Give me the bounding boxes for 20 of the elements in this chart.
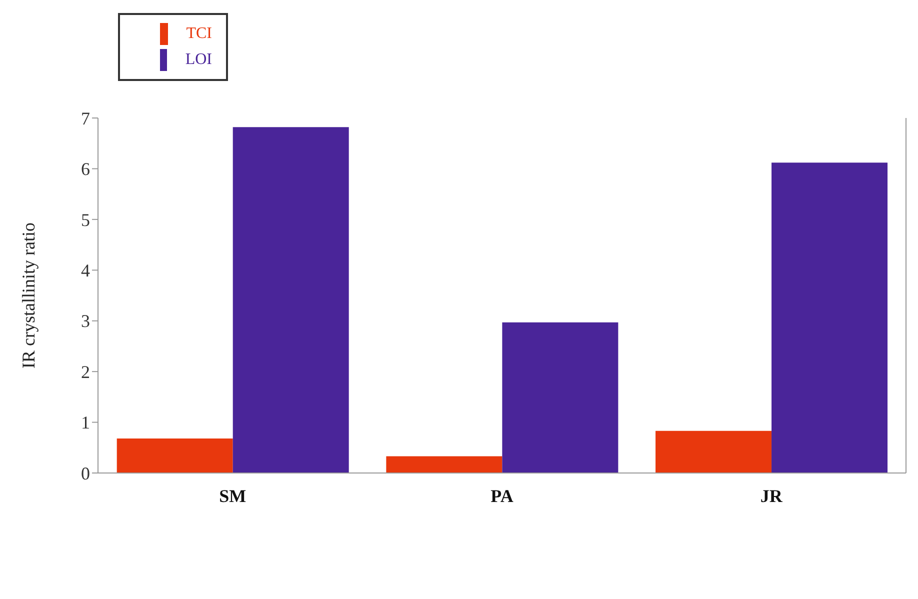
bar bbox=[116, 438, 233, 473]
y-tick-label: 6 bbox=[81, 159, 90, 180]
bar bbox=[386, 456, 502, 473]
legend-label: LOI bbox=[185, 51, 212, 69]
y-tick-label: 7 bbox=[81, 108, 90, 128]
bar bbox=[502, 322, 618, 473]
y-axis-title: IR crystallinity ratio bbox=[18, 222, 38, 368]
x-tick-label: PA bbox=[490, 486, 514, 506]
y-tick-label: 2 bbox=[81, 362, 90, 382]
legend-label: TCI bbox=[186, 25, 212, 43]
bar bbox=[656, 430, 772, 473]
y-tick-label: 5 bbox=[81, 210, 90, 230]
x-tick-label: SM bbox=[219, 486, 246, 506]
x-tick-label: JR bbox=[760, 486, 784, 506]
bar bbox=[772, 162, 888, 473]
y-tick-label: 0 bbox=[81, 463, 90, 484]
y-tick-label: 1 bbox=[81, 412, 90, 433]
bar bbox=[232, 127, 349, 473]
y-tick-label: 3 bbox=[81, 311, 90, 332]
y-tick-label: 4 bbox=[81, 260, 90, 281]
